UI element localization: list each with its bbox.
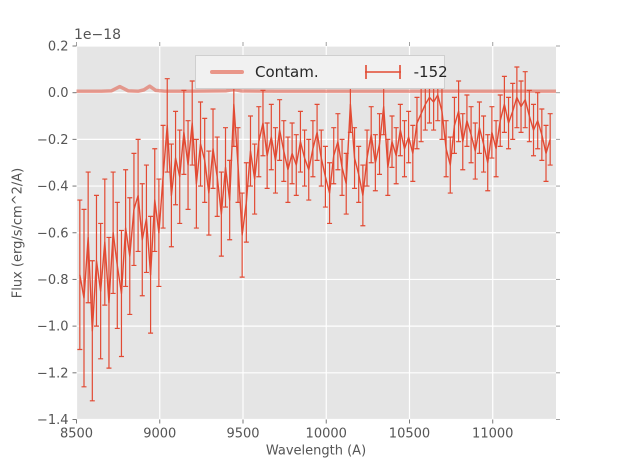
y-axis-label: Flux (erg/s/cm^2/A) [10, 167, 26, 299]
y-tick-label: −0.6 [37, 226, 69, 241]
x-tick-label: 9500 [226, 427, 259, 442]
y-tick-label: −1.2 [37, 366, 69, 381]
y-tick-label: −0.4 [37, 180, 69, 195]
legend-label-id: -152 [413, 63, 448, 81]
contam-line [76, 84, 556, 94]
y-tick-label: −0.8 [37, 273, 69, 288]
x-tick-label: 9000 [143, 427, 176, 442]
spectrum-line [79, 94, 551, 332]
contam-line-swatch [210, 70, 244, 74]
gridlines [75, 45, 556, 421]
x-tick-label: 10500 [389, 427, 430, 442]
errorbar-icon [364, 65, 401, 79]
y-tick-label: −0.2 [37, 133, 69, 148]
y-tick-label: 0.0 [48, 86, 69, 101]
legend: Contam. -152 [195, 55, 448, 89]
x-tick-label: 11000 [472, 427, 513, 442]
x-tick-label: 10000 [306, 427, 347, 442]
x-axis-label: Wavelength (A) [265, 443, 367, 459]
y-tick-label: 0.2 [48, 40, 69, 55]
legend-label-contam: Contam. [255, 63, 319, 81]
tick-marks [72, 42, 560, 424]
y-tick-label: −1.0 [37, 320, 69, 335]
y-tick-label: −1.4 [37, 413, 69, 428]
x-tick-label: 8500 [60, 427, 93, 442]
y-axis-offset-label: 1e−18 [74, 27, 122, 43]
tick-labels: 8500 9000 9500 10000 10500 11000 0.2 0.0 −0.2 −0.… [37, 40, 513, 442]
